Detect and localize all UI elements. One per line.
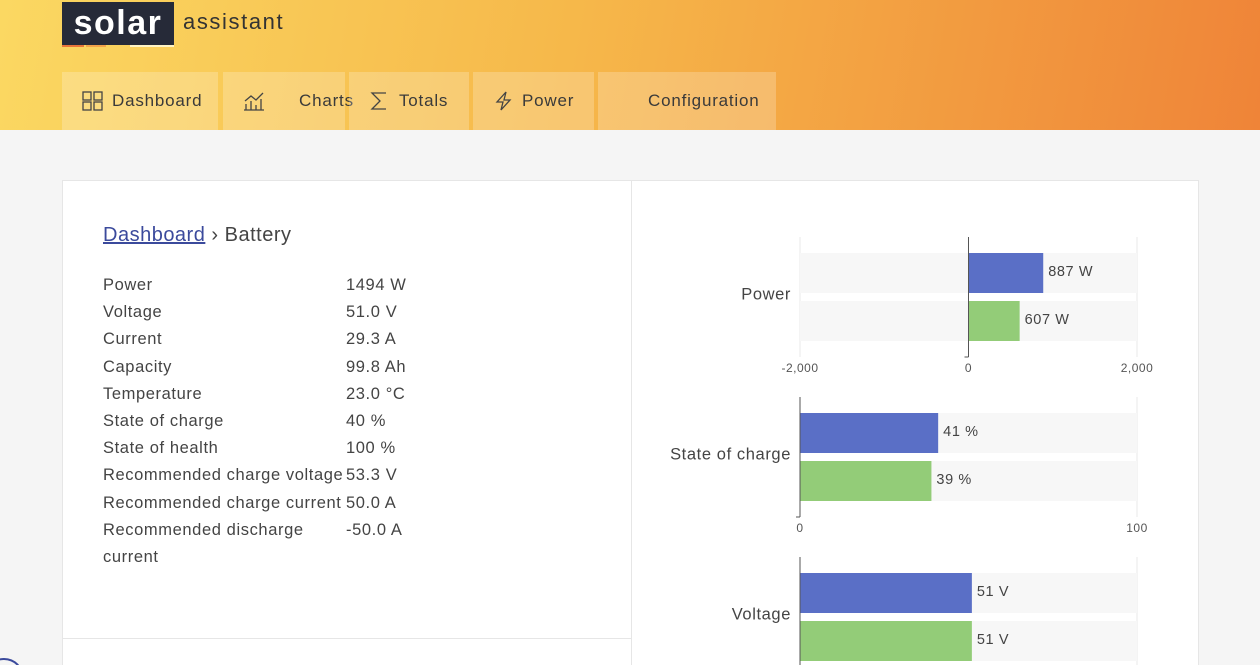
value-label: 51 V [977,584,1009,600]
bar [968,253,1044,293]
nav-label: Dashboard [112,91,203,110]
nav-tab[interactable]: Charts [223,72,353,130]
x-tick-label: 0 [965,361,972,375]
info-label: Current [103,330,163,349]
bar [800,573,972,613]
info-row: Recommended charge current 50.0 A [103,490,503,517]
value-label: 607 W [1025,312,1070,328]
info-row: State of charge 40 % [103,408,503,435]
info-value: 99.8 Ah [346,357,407,376]
info-row: Current 29.3 A [103,326,503,353]
info-label: State of health [103,439,219,458]
x-tick-label: 100 [1126,521,1148,535]
breadcrumb-separator: › [211,224,219,246]
info-value: 50.0 A [346,493,397,512]
bar [800,413,939,453]
logo-stripe [130,45,174,47]
info-row: Capacity 99.8 Ah [103,354,503,381]
breadcrumb-link[interactable]: Dashboard [103,224,206,246]
info-label: Capacity [103,357,172,376]
info-label: Recommended charge current [103,493,342,512]
nav-tab[interactable]: Power [473,72,594,130]
info-value: 53.3 V [346,466,398,485]
logo[interactable]: solar [62,2,174,45]
x-tick-label: -2,000 [781,361,818,375]
info-row: Voltage 51.0 V [103,299,503,326]
info-label: Voltage [103,303,163,322]
icon [370,92,386,110]
info-value: -50.0 A [346,520,403,539]
info-label: State of charge [103,412,224,431]
help-button[interactable] [0,658,24,665]
info-card [62,638,632,665]
value-label: 39 % [936,472,971,488]
info-label: Recommended discharge current [103,520,304,567]
info-card [62,180,632,639]
info-label: Power [103,276,153,294]
info-value: 1494 W [346,276,407,294]
info-row: Temperature 23.0 °C [103,381,503,408]
icon [495,91,512,111]
nav-label: Charts [299,91,354,110]
logo-stripe [62,45,84,47]
value-label: 41 % [943,424,978,440]
nav-label: Totals [399,91,449,110]
breadcrumb: Dashboard › Battery [103,224,292,247]
icon [244,92,264,111]
info-label: Temperature [103,384,203,403]
logo-text: assistant [183,9,285,34]
x-tick-label: 2,000 [1121,361,1154,375]
breadcrumb-current: Battery [224,224,292,246]
nav-tab[interactable]: Dashboard [62,72,218,130]
info-row: Recommended charge voltage 53.3 V [103,462,503,489]
info-row: State of health 100 % [103,435,503,462]
category-label: State of charge [670,445,791,463]
info-value: 40 % [346,412,387,431]
info-value: 29.3 A [346,330,397,349]
logo-stripe [86,45,106,47]
bar [968,301,1020,341]
info-label: Recommended charge voltage [103,466,344,485]
value-label: 51 V [977,632,1009,648]
info-value: 100 % [346,439,396,458]
bar [800,621,972,661]
info-row: Recommended discharge current -50.0 A [103,517,503,571]
nav-label: Power [522,91,575,110]
charts: -2,000 0 2,000 Power 887 W 607 W 0 100 State of … [670,237,1154,665]
icon [82,91,103,111]
nav-tab[interactable]: Totals [349,72,469,130]
nav-tab[interactable]: Configuration [598,72,776,130]
bar [800,461,932,501]
category-label: Power [741,285,791,303]
nav-label: Configuration [648,91,760,110]
info-row: Power 1494 W [103,272,503,299]
info-table: Power 1494 W Voltage 51.0 V Current 29.3 A Cap… [103,272,503,571]
header: solar assistant Dashboard Charts Totals … [0,0,1260,130]
value-label: 887 W [1048,264,1093,280]
info-value: 51.0 V [346,303,398,322]
x-tick-label: 0 [796,521,803,535]
info-value: 23.0 °C [346,384,406,403]
category-label: Voltage [732,605,791,623]
